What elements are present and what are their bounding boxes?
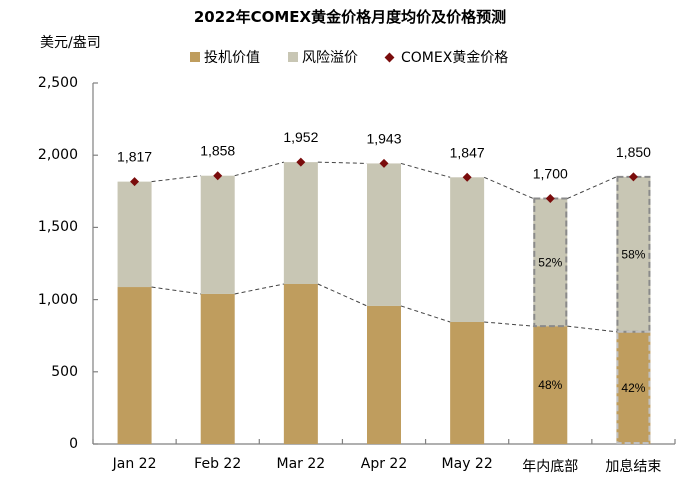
y-tick-label: 1,500 — [37, 219, 78, 236]
forecast-outline-risk — [533, 197, 568, 328]
bar-risk-premium — [533, 198, 568, 327]
bar-speculative-value — [533, 326, 568, 444]
price-connector-line — [483, 176, 534, 199]
price-data-label: 1,700 — [533, 166, 568, 182]
bar-speculative-value — [367, 305, 401, 444]
legend-item-comex-price: COMEX黄金价格 — [384, 47, 509, 67]
price-data-label: 1,858 — [200, 143, 235, 159]
bar-speculative-value — [117, 287, 152, 444]
bar-speculative-value — [200, 293, 235, 444]
bar-risk-premium — [450, 177, 485, 322]
price-diamond-marker — [296, 157, 306, 167]
price-diamond-marker — [130, 177, 140, 187]
x-tick-label: Mar 22 — [276, 456, 326, 472]
percentage-annotation: 42% — [621, 381, 645, 395]
legend-swatch-risk-premium — [288, 52, 298, 62]
x-tick-label: Jan 22 — [112, 456, 157, 472]
x-tick-label: Feb 22 — [194, 456, 242, 472]
price-data-label: 1,952 — [283, 129, 318, 145]
forecast-outline-risk — [616, 175, 651, 333]
price-connector-line — [151, 175, 201, 183]
legend-label: 风险溢价 — [302, 50, 358, 66]
bar-speculative-value — [450, 321, 485, 444]
spec-connector-line — [400, 305, 451, 323]
y-tick-label: 0 — [69, 436, 78, 452]
price-diamond-marker — [545, 194, 555, 204]
legend-label: COMEX黄金价格 — [401, 50, 509, 66]
price-data-label: 1,943 — [366, 130, 401, 146]
chart-legend: 投机价值 风险溢价 COMEX黄金价格 — [190, 47, 508, 67]
spec-connector-line — [484, 321, 534, 327]
price-diamond-marker — [379, 158, 389, 168]
bar-risk-premium — [117, 181, 152, 288]
forecast-outline-spec — [616, 330, 651, 445]
price-connector-line — [234, 161, 284, 177]
x-tick-label: Apr 22 — [360, 456, 408, 472]
price-connector-line — [400, 162, 451, 178]
y-axis-unit-label: 美元/盎司 — [40, 35, 101, 51]
percentage-annotation: 48% — [538, 378, 562, 392]
chart-title: 2022年COMEX黄金价格月度均价及价格预测 — [193, 8, 507, 26]
x-tick-label: 年内底部 — [522, 459, 579, 475]
legend-label: 投机价值 — [204, 50, 260, 66]
percentage-annotation: 52% — [538, 255, 562, 269]
spec-connector-line — [234, 283, 284, 295]
price-data-label: 1,850 — [616, 144, 651, 160]
bar-risk-premium — [367, 163, 401, 306]
price-connector-line — [567, 176, 617, 199]
legend-item-risk-premium: 风险溢价 — [288, 47, 358, 67]
price-diamond-marker — [213, 171, 223, 181]
bar-risk-premium — [200, 175, 235, 294]
legend-item-speculative-value: 投机价值 — [190, 47, 260, 67]
bar-risk-premium — [283, 162, 318, 285]
price-data-label: 1,847 — [450, 144, 485, 160]
legend-swatch-speculative-value — [190, 52, 200, 62]
bar-speculative-value — [616, 331, 651, 444]
spec-connector-line — [317, 283, 368, 307]
percentage-annotation: 58% — [621, 247, 645, 261]
y-tick-label: 2,000 — [37, 147, 78, 164]
y-tick-label: 500 — [51, 363, 78, 380]
y-tick-label: 1,000 — [37, 291, 78, 308]
price-diamond-marker — [628, 172, 638, 182]
spec-connector-line — [151, 286, 201, 295]
bar-speculative-value — [283, 284, 318, 444]
price-connector-line — [317, 161, 368, 164]
price-diamond-marker — [462, 172, 472, 182]
x-tick-label: 加息结束 — [605, 459, 662, 475]
bar-risk-premium — [616, 176, 651, 332]
x-tick-label: May 22 — [441, 456, 493, 472]
price-data-label: 1,817 — [117, 149, 152, 165]
spec-connector-line — [567, 325, 617, 333]
y-tick-label: 2,500 — [37, 75, 78, 91]
